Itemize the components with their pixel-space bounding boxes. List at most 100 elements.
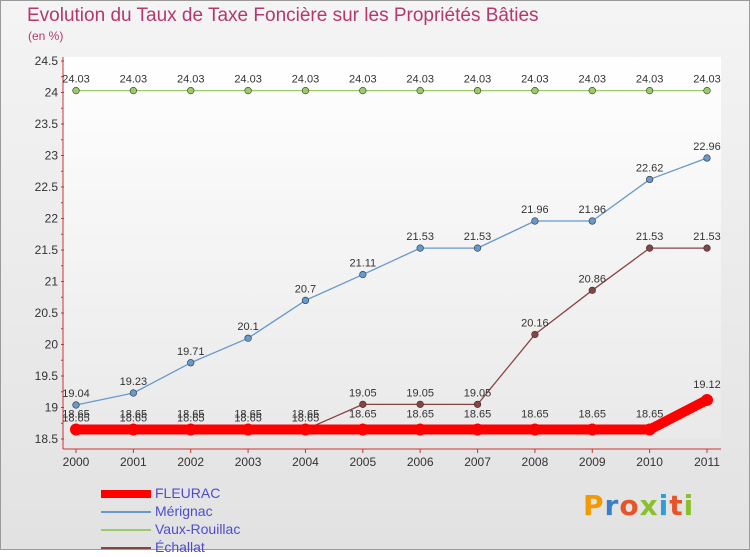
data-label-vaux-rouillac: 24.03	[292, 74, 320, 86]
x-tick-label: 2005	[349, 455, 376, 469]
data-label-vaux-rouillac: 24.03	[693, 74, 721, 86]
legend-swatch	[101, 511, 151, 513]
data-point-merignac	[588, 217, 596, 225]
data-point-merignac	[359, 270, 367, 279]
data-point-vaux-rouillac	[187, 87, 195, 95]
y-tick-label: 19	[45, 401, 59, 415]
data-label-merignac: 22.62	[636, 162, 664, 174]
data-label-fleurac: 18.65	[464, 409, 492, 421]
series-line-merignac	[75, 157, 708, 406]
legend-label: Échallat	[155, 539, 205, 555]
data-label-fleurac: 18.65	[120, 409, 148, 421]
data-label-fleurac: 18.65	[177, 409, 205, 421]
data-label-echallat: 20.86	[579, 273, 607, 285]
data-label-merignac: 21.53	[406, 231, 434, 243]
data-point-vaux-rouillac	[588, 87, 596, 95]
y-tick-label: 20	[45, 338, 59, 352]
x-tick-label: 2007	[464, 455, 491, 469]
y-tick-label: 20.5	[35, 306, 59, 320]
data-label-vaux-rouillac: 24.03	[120, 74, 148, 86]
y-tick-label: 22	[45, 212, 59, 226]
data-point-fleurac	[242, 423, 255, 436]
data-label-vaux-rouillac: 24.03	[62, 74, 90, 86]
legend-label: Vaux-Rouillac	[155, 521, 241, 537]
data-label-vaux-rouillac: 24.03	[636, 74, 664, 86]
data-label-fleurac: 18.65	[406, 409, 434, 421]
data-point-merignac	[703, 154, 711, 162]
data-label-vaux-rouillac: 24.03	[521, 74, 549, 86]
data-point-fleurac	[70, 423, 82, 436]
x-tick-label: 2003	[235, 455, 262, 469]
legend-item-echallat: Échallat	[101, 539, 301, 557]
data-point-echallat	[416, 400, 424, 408]
data-label-merignac: 22.96	[693, 141, 721, 153]
plot-area	[63, 57, 721, 439]
y-axis-unit: (en %)	[28, 29, 64, 43]
x-tick-label: 2010	[636, 455, 663, 469]
data-point-vaux-rouillac	[416, 87, 424, 95]
data-label-merignac: 21.53	[464, 231, 492, 243]
data-label-vaux-rouillac: 24.03	[234, 74, 262, 86]
legend-label: FLEURAC	[155, 485, 221, 501]
data-label-merignac: 19.23	[120, 376, 148, 388]
data-point-fleurac	[643, 423, 656, 436]
data-point-vaux-rouillac	[359, 87, 367, 95]
y-tick-label: 24	[45, 86, 59, 100]
data-point-echallat	[588, 286, 596, 294]
data-point-echallat	[473, 400, 482, 408]
data-point-echallat	[646, 244, 654, 252]
data-point-vaux-rouillac	[301, 87, 310, 95]
data-label-merignac: 21.96	[521, 204, 549, 216]
x-tick-label: 2011	[694, 455, 720, 469]
data-label-echallat: 18.65	[234, 413, 262, 425]
x-tick-label: 2002	[177, 455, 204, 469]
data-point-fleurac	[701, 393, 713, 406]
data-label-merignac: 21.11	[349, 258, 376, 270]
data-point-vaux-rouillac	[703, 87, 711, 95]
data-label-fleurac: 18.65	[636, 409, 664, 421]
data-point-vaux-rouillac	[646, 87, 654, 95]
data-label-fleurac: 18.65	[234, 409, 262, 421]
line-chart: 18.5 19 19.5 20 20.5 21 21.5 22 22.5 23 23.5 24 24.5…	[35, 54, 721, 469]
data-point-merignac	[531, 217, 539, 225]
x-tick-label: 2004	[292, 455, 319, 469]
y-tick-label: 22.5	[35, 180, 59, 194]
x-tick-label: 2008	[522, 455, 549, 469]
data-label-echallat: 21.53	[693, 231, 721, 243]
data-label-echallat: 18.65	[62, 413, 90, 425]
data-label-echallat: 18.65	[292, 413, 320, 425]
data-point-merignac	[416, 244, 424, 252]
data-point-vaux-rouillac	[473, 87, 482, 95]
data-label-fleurac: 18.65	[349, 409, 377, 421]
x-tick-label: 2009	[579, 455, 606, 469]
data-label-echallat: 18.65	[120, 413, 148, 425]
legend: FLEURAC Mérignac Vaux-Rouillac Échallat	[101, 485, 301, 557]
data-label-vaux-rouillac: 24.03	[349, 74, 377, 86]
data-point-vaux-rouillac	[244, 87, 252, 95]
data-point-fleurac	[414, 423, 427, 436]
data-label-echallat: 19.05	[349, 387, 377, 399]
data-label-echallat: 20.16	[521, 317, 549, 329]
data-label-fleurac: 18.65	[292, 409, 320, 421]
data-point-vaux-rouillac	[72, 87, 80, 95]
data-point-fleurac	[184, 423, 197, 436]
data-label-echallat: 21.53	[636, 231, 664, 243]
data-label-vaux-rouillac: 24.03	[406, 74, 434, 86]
data-label-fleurac: 18.65	[579, 409, 607, 421]
legend-item-fleurac: FLEURAC	[101, 485, 301, 503]
data-point-echallat	[703, 244, 711, 252]
data-point-echallat	[359, 400, 367, 408]
legend-label: Mérignac	[155, 503, 213, 519]
data-point-fleurac	[127, 423, 140, 436]
data-point-fleurac	[471, 423, 484, 436]
data-label-echallat: 19.05	[464, 387, 492, 399]
legend-item-vaux-rouillac: Vaux-Rouillac	[101, 521, 301, 539]
data-point-merignac	[646, 175, 654, 184]
data-point-vaux-rouillac	[531, 87, 539, 95]
data-label-fleurac: 18.65	[521, 409, 549, 421]
y-tick-label: 23.5	[35, 117, 59, 131]
y-tick-label: 21.5	[35, 243, 59, 257]
legend-swatch	[101, 529, 151, 531]
data-point-fleurac	[586, 423, 599, 436]
